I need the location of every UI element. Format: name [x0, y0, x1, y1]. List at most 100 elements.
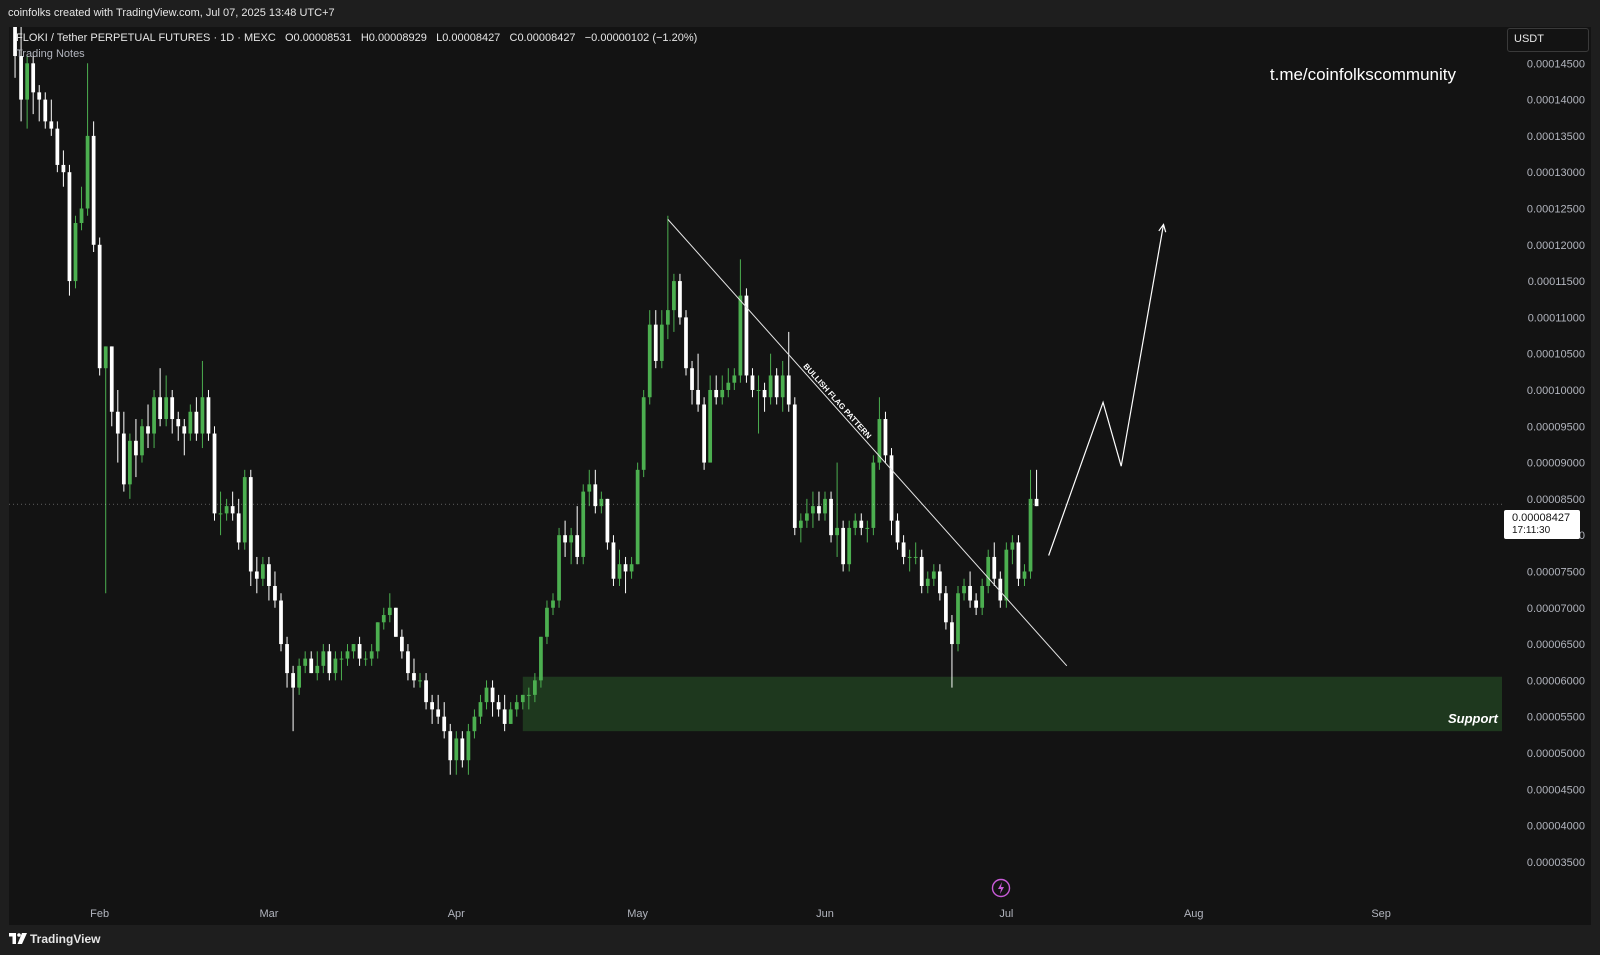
candle-body: [508, 709, 513, 724]
candle-body: [279, 600, 283, 645]
candle-body: [97, 244, 102, 369]
candle-body: [641, 397, 646, 470]
y-axis-tick: 0.00005000: [1527, 748, 1585, 760]
candle-body: [37, 92, 42, 100]
candle-body: [91, 135, 96, 245]
y-axis-tick: 0.00014000: [1527, 95, 1585, 107]
candle-body: [31, 63, 36, 93]
indicator-label[interactable]: Trading Notes: [16, 48, 85, 60]
candle-body: [805, 513, 809, 521]
candle: [206, 389, 211, 441]
x-axis-tick: Apr: [448, 908, 465, 920]
candle-body: [714, 389, 719, 398]
candle-body: [944, 593, 948, 623]
candle: [762, 382, 767, 412]
candle: [73, 215, 78, 289]
candle: [466, 723, 471, 775]
candle: [931, 564, 936, 586]
candle: [260, 556, 265, 586]
candle: [768, 353, 773, 405]
lightning-bolt-icon[interactable]: [991, 878, 1011, 898]
candle: [212, 426, 217, 521]
candle: [460, 731, 465, 768]
candle: [653, 310, 658, 369]
candle-body: [696, 389, 700, 405]
candle: [279, 593, 283, 652]
candle: [303, 651, 308, 674]
x-axis-tick: Aug: [1184, 908, 1204, 920]
projection-path: [1048, 224, 1165, 556]
candle-body: [992, 556, 997, 579]
candle: [514, 694, 519, 717]
candle: [913, 542, 918, 565]
candle-body: [593, 484, 598, 507]
candle-body: [73, 223, 78, 282]
candle-body: [49, 121, 54, 129]
candle-body: [605, 498, 610, 543]
candle-body: [19, 56, 23, 100]
tradingview-logo-icon[interactable]: [9, 933, 27, 945]
candle-body: [520, 694, 525, 703]
symbol-legend[interactable]: FLOKI / Tether PERPETUAL FUTURES · 1D · …: [16, 32, 697, 44]
candle-body: [170, 397, 175, 420]
candle-body: [635, 469, 640, 565]
currency-selector[interactable]: USDT: [1507, 28, 1589, 52]
candle: [526, 687, 531, 710]
candle: [218, 491, 223, 536]
candle: [97, 237, 102, 376]
candle-body: [702, 404, 706, 463]
candle-body: [756, 389, 761, 391]
candle-body: [962, 585, 966, 594]
candle: [478, 694, 483, 724]
candle: [919, 549, 924, 594]
candle: [502, 694, 507, 732]
candle-body: [545, 607, 549, 637]
candle: [865, 520, 870, 543]
candle-body: [865, 527, 870, 529]
candle-body: [285, 644, 289, 674]
candle-body: [176, 419, 181, 427]
candle-body: [514, 702, 519, 710]
y-axis-tick: 0.00011000: [1528, 312, 1585, 324]
candle-body: [925, 578, 930, 586]
candle: [895, 513, 900, 550]
candle: [823, 491, 827, 521]
candle-body: [1022, 571, 1027, 579]
high-value: 0.00008929: [368, 32, 427, 44]
candle: [140, 419, 144, 463]
open-label: O: [284, 32, 294, 44]
symbol-title: FLOKI / Tether PERPETUAL FUTURES · 1D · …: [16, 32, 276, 44]
candle: [992, 542, 997, 586]
candle: [321, 644, 326, 674]
candle-body: [254, 571, 259, 579]
candle: [267, 556, 271, 601]
candle-body: [1004, 549, 1009, 601]
candle-body: [732, 375, 737, 383]
candle: [1028, 469, 1033, 579]
y-axis-tick: 0.00004000: [1527, 821, 1585, 833]
candle-body: [1016, 542, 1021, 579]
candle-body: [333, 658, 338, 674]
candle-body: [889, 455, 894, 521]
candle: [182, 419, 187, 456]
candle-body: [587, 484, 592, 492]
chart-area[interactable]: [9, 27, 1591, 925]
candle-body: [442, 716, 447, 732]
candle-body: [297, 665, 302, 688]
candle-body: [720, 389, 725, 398]
candle-body: [569, 535, 574, 543]
tradingview-brand[interactable]: TradingView: [30, 932, 101, 946]
candle: [412, 658, 416, 688]
candle: [786, 331, 791, 412]
candle: [551, 593, 555, 616]
candle-body: [224, 506, 229, 514]
candle-body: [533, 680, 537, 695]
candle: [369, 644, 374, 666]
candle: [484, 680, 489, 710]
candle: [236, 498, 241, 550]
candle-body: [418, 680, 422, 682]
candle-body: [690, 368, 694, 390]
y-axis-tick: 0.00013000: [1527, 167, 1585, 179]
candle: [146, 404, 150, 449]
